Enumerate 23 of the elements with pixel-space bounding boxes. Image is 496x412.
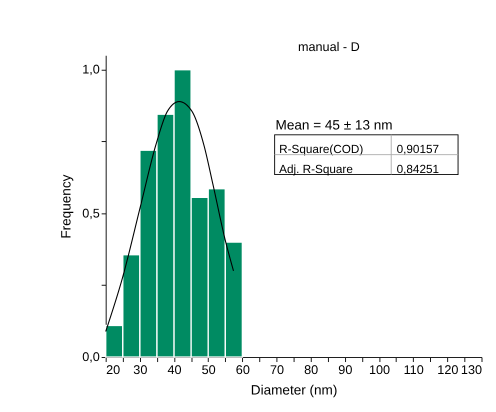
x-tick-label: 30	[133, 362, 148, 377]
x-axis-title: Diameter (nm)	[250, 382, 338, 398]
x-tick-label: 110	[404, 362, 424, 377]
annotation: 0,84251	[396, 162, 440, 176]
y-tick-label: 0,0	[82, 350, 100, 364]
x-tick-label: 50	[202, 362, 216, 377]
x-tick-label: 80	[304, 362, 318, 377]
annotation: Mean = 45 ± 13 nm	[276, 117, 393, 132]
x-tick-label: 90	[338, 362, 352, 377]
x-tick-label: 20	[106, 362, 120, 377]
annotation: R-Square(COD)	[279, 142, 364, 156]
x-tick-label: 60	[236, 362, 250, 377]
x-tick-label: 130	[460, 362, 482, 377]
x-tick-label: 120	[437, 362, 458, 377]
annotation: Adj. R-Square	[279, 162, 353, 176]
x-tick-label: 70	[270, 362, 284, 377]
x-tick-label: 40	[167, 362, 182, 377]
annotation: 0,90157	[396, 142, 440, 156]
x-tick-label: 100	[368, 362, 390, 377]
y-tick-label: 0,5	[82, 206, 100, 220]
y-axis-title: Frequency	[58, 174, 74, 239]
chart-title: manual - D	[298, 40, 360, 54]
y-tick-label: 1,0	[82, 62, 100, 77]
